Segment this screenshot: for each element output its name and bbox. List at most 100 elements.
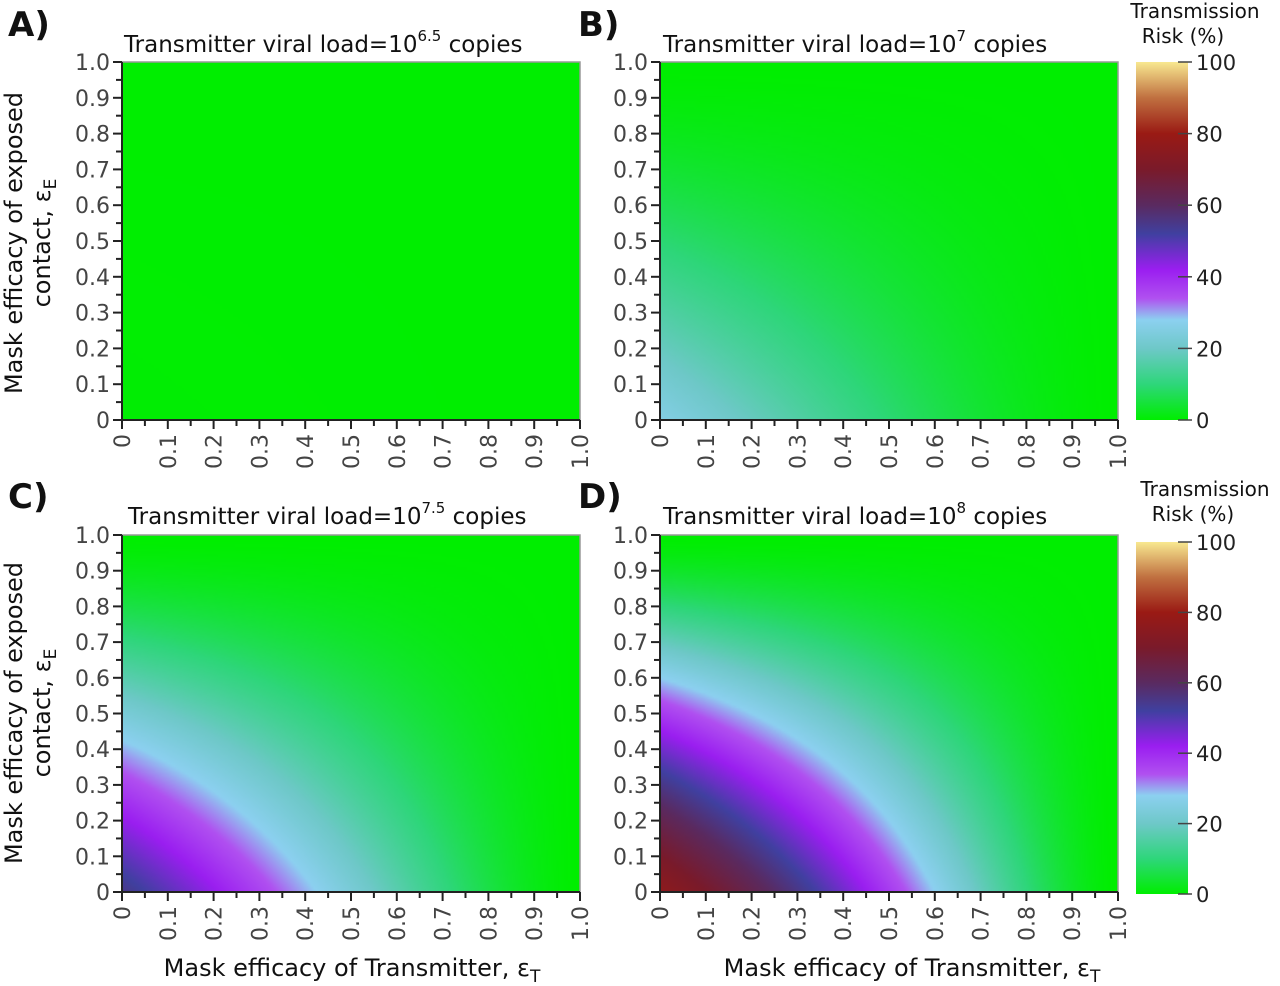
colorbar-tick-label: 100 — [1196, 531, 1236, 555]
y-tick-label: 0.7 — [75, 631, 110, 656]
x-tick-label: 0.4 — [294, 906, 319, 941]
panel-title: Transmitter viral load=108 copies — [662, 499, 1047, 530]
colorbar-tick-label: 20 — [1196, 813, 1223, 837]
y-tick-label: 0.2 — [75, 810, 110, 835]
x-tick-label: 0.2 — [741, 434, 766, 469]
y-tick-label: 0.1 — [75, 845, 110, 870]
y-tick-label: 0.2 — [75, 337, 110, 362]
y-tick-label: 0.6 — [613, 194, 648, 219]
panel-letter: A) — [8, 5, 50, 45]
y-tick-label: 0.2 — [613, 337, 648, 362]
x-tick-label: 0.4 — [832, 906, 857, 941]
y-tick-label: 0.7 — [613, 631, 648, 656]
x-tick-label: 0.9 — [523, 434, 548, 469]
x-tick-label: 0.2 — [203, 906, 228, 941]
y-tick-label: 0.1 — [613, 845, 648, 870]
x-tick-label: 0.1 — [695, 434, 720, 469]
colorbar-tick-label: 80 — [1196, 123, 1223, 147]
x-tick-label: 0 — [649, 434, 674, 448]
panel-title: Transmitter viral load=107.5 copies — [127, 499, 527, 530]
x-tick-label: 0.7 — [432, 906, 457, 941]
y-tick-label: 0.9 — [75, 87, 110, 112]
y-tick-label: 0.7 — [613, 158, 648, 183]
y-tick-label: 0 — [634, 409, 648, 434]
x-tick-label: 0.5 — [878, 434, 903, 469]
y-axis-label-bottom-line2: contact, εE — [28, 649, 61, 778]
x-tick-label: 0.1 — [157, 434, 182, 469]
colorbar-title-line1: Transmission — [1139, 477, 1269, 501]
y-tick-label: 0.9 — [75, 560, 110, 585]
y-axis-label-bottom-line1: Mask efficacy of exposed — [0, 562, 28, 864]
panel-d: 0 0.1 0.2 0.3 0.4 0.5 0.6 0.7 0.8 0.9 1.0 0 0.1 0.2 0.… — [578, 477, 1132, 941]
y-axis-label-top-line2: contact, εE — [28, 179, 61, 308]
x-tick-label: 0.9 — [1061, 906, 1086, 941]
heatmap-image — [122, 535, 580, 892]
panel-a: 0 0.1 0.2 0.3 0.4 0.5 0.6 0.7 0.8 0.9 1.0 0 0.1 0.2 0.… — [8, 5, 594, 469]
colorbar-tick-label: 20 — [1196, 337, 1223, 361]
x-tick-label: 0 — [111, 906, 136, 920]
x-tick-label: 0 — [649, 906, 674, 920]
x-tick-label: 1.0 — [1107, 434, 1132, 469]
x-tick-label: 0.8 — [1015, 434, 1040, 469]
y-tick-label: 1.0 — [75, 524, 110, 549]
y-tick-label: 0 — [96, 881, 110, 906]
y-tick-label: 0.4 — [613, 738, 648, 763]
y-tick-label: 0.8 — [613, 595, 648, 620]
y-tick-label: 0.1 — [75, 373, 110, 398]
x-tick-label: 0.2 — [203, 434, 228, 469]
y-tick-label: 0.7 — [75, 158, 110, 183]
x-axis-label-right: Mask efficacy of Transmitter, εT — [724, 954, 1101, 986]
x-tick-label: 0.6 — [924, 434, 949, 469]
y-tick-label: 0.4 — [75, 266, 110, 291]
y-tick-label: 0.5 — [613, 230, 648, 255]
y-axis-label-top-line1: Mask efficacy of exposed — [0, 92, 28, 394]
x-tick-label: 0.7 — [432, 434, 457, 469]
x-tick-label: 0.3 — [248, 906, 273, 941]
y-tick-label: 0.6 — [75, 667, 110, 692]
x-tick-label: 0.5 — [878, 906, 903, 941]
x-tick-label: 0.8 — [477, 434, 502, 469]
panel-b: 0 0.1 0.2 0.3 0.4 0.5 0.6 0.7 0.8 0.9 1.0 0 0.1 0.2 0.… — [578, 5, 1132, 469]
y-tick-label: 0.1 — [613, 373, 648, 398]
x-tick-label: 0.1 — [695, 906, 720, 941]
x-tick-label: 0.3 — [786, 434, 811, 469]
x-tick-label: 0.8 — [477, 906, 502, 941]
colorbar-tick-label: 40 — [1196, 266, 1223, 290]
y-tick-label: 0 — [96, 409, 110, 434]
y-tick-label: 0.6 — [613, 667, 648, 692]
colorbar-title-line2: Risk (%) — [1142, 24, 1224, 48]
x-tick-label: 1.0 — [569, 906, 594, 941]
y-tick-label: 0.5 — [75, 230, 110, 255]
x-tick-label: 0.6 — [386, 434, 411, 469]
x-tick-label: 0.9 — [1061, 434, 1086, 469]
x-tick-label: 0.9 — [523, 906, 548, 941]
x-tick-label: 0.7 — [970, 434, 995, 469]
colorbar-tick-label: 0 — [1196, 883, 1209, 907]
y-tick-label: 0.6 — [75, 194, 110, 219]
colorbar-tick-label: 60 — [1196, 194, 1223, 218]
x-tick-label: 0.7 — [970, 906, 995, 941]
heatmap-image — [660, 535, 1118, 892]
y-tick-label: 0.5 — [75, 703, 110, 728]
y-tick-label: 0.9 — [613, 560, 648, 585]
y-tick-label: 1.0 — [613, 524, 648, 549]
x-tick-label: 0.3 — [248, 434, 273, 469]
x-tick-label: 1.0 — [569, 434, 594, 469]
y-tick-label: 0.5 — [613, 703, 648, 728]
x-tick-label: 0.1 — [157, 906, 182, 941]
colorbar-tick-label: 60 — [1196, 672, 1223, 696]
y-tick-label: 0.2 — [613, 810, 648, 835]
x-tick-label: 0.4 — [294, 434, 319, 469]
x-tick-label: 0.6 — [386, 906, 411, 941]
heatmap-image — [122, 62, 580, 420]
panel-c: 0 0.1 0.2 0.3 0.4 0.5 0.6 0.7 0.8 0.9 1.0 0 0.1 0.2 0.… — [8, 477, 594, 941]
y-tick-label: 0.4 — [75, 738, 110, 763]
x-tick-label: 0.5 — [340, 434, 365, 469]
y-tick-label: 0.8 — [75, 595, 110, 620]
panel-title: Transmitter viral load=107 copies — [662, 27, 1047, 58]
panel-letter: D) — [578, 477, 622, 517]
y-tick-label: 1.0 — [75, 51, 110, 76]
